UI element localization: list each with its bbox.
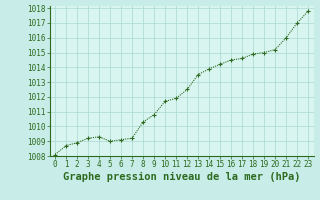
X-axis label: Graphe pression niveau de la mer (hPa): Graphe pression niveau de la mer (hPa) (63, 172, 300, 182)
